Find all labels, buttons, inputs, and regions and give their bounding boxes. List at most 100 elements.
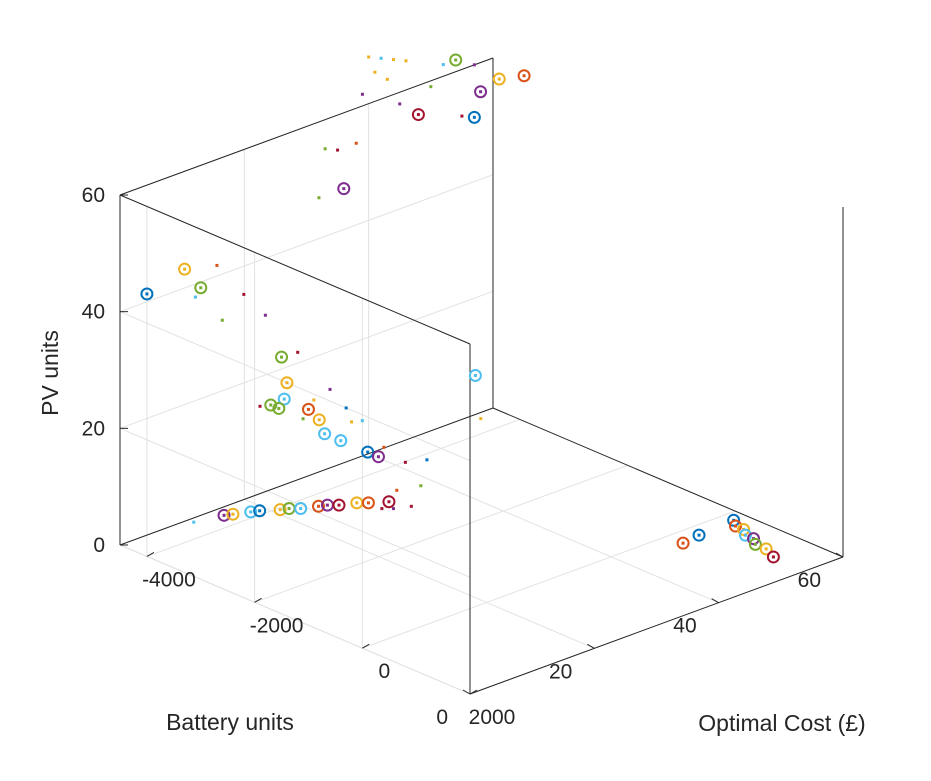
point-backwall-center	[376, 455, 380, 459]
point-backwall-center	[323, 432, 327, 436]
point-floor-center	[366, 501, 370, 505]
point-floor-center	[299, 507, 303, 511]
point-floor-center	[355, 501, 359, 505]
point-backwall-center	[366, 450, 370, 454]
y-axis-label: Battery units	[166, 709, 294, 735]
point-floor-center	[387, 500, 391, 504]
point-floor	[332, 498, 346, 512]
point-backwall-center	[282, 397, 286, 401]
point-backwall-center	[306, 407, 310, 411]
point-backwall	[140, 287, 154, 301]
point-backwall	[403, 460, 407, 464]
point-floor-cluster	[729, 519, 743, 533]
point-backwall	[361, 445, 375, 459]
point-backwall	[301, 417, 305, 421]
point-backwall	[344, 406, 348, 410]
grid-floor-x	[362, 510, 736, 649]
point-floor-center	[222, 513, 226, 517]
point-backwall	[242, 292, 246, 296]
point-sidewall	[360, 92, 364, 96]
point-sidewall	[404, 59, 408, 63]
y-tick-label: 20	[549, 660, 572, 683]
point-backwall	[264, 398, 278, 412]
point-backwall-center	[339, 439, 343, 443]
point-backwall	[371, 450, 385, 464]
point-floor-cluster	[737, 522, 751, 536]
point-floor	[361, 496, 375, 510]
point-sidewall-center	[342, 187, 346, 191]
tick-labels: -4000 -2000 0 2000 0 20 40 60 0 20 40 60	[82, 184, 821, 729]
point-floor-cluster-center	[753, 542, 757, 546]
point-floor-center	[231, 512, 235, 516]
point-floor	[409, 504, 413, 508]
point-floor-cluster-center	[681, 541, 685, 545]
point-sidewall	[429, 85, 433, 89]
point-sidewall	[467, 110, 481, 124]
point-backwall-center	[269, 403, 273, 407]
point-sidewall	[373, 70, 377, 74]
z-axis-label: PV units	[37, 330, 63, 416]
point-backwall	[334, 434, 348, 448]
point-backwall	[263, 313, 267, 317]
x-tick-label: -2000	[250, 614, 304, 637]
x-tick-mark	[146, 552, 155, 557]
point-floor-center	[278, 508, 282, 512]
point-sidewall-center	[497, 77, 501, 81]
point-backwall	[479, 417, 483, 421]
z-tick-label: 0	[93, 534, 105, 557]
x-tick-mark	[469, 689, 478, 695]
point-sidewall	[392, 58, 396, 62]
point-backwall-center	[473, 373, 477, 377]
point-backwall	[350, 420, 354, 424]
point-floor-cluster	[748, 537, 762, 551]
point-floor-center	[316, 504, 320, 508]
grid-floor-y	[368, 453, 719, 604]
point-floor-cluster-center	[743, 533, 747, 537]
point-sidewall	[441, 63, 445, 67]
point-floor-cluster	[747, 532, 761, 546]
y-tick-label: 60	[798, 569, 821, 592]
axis-edge	[469, 556, 844, 695]
point-sidewall	[460, 114, 464, 118]
grid-backwall-z	[119, 544, 471, 695]
z-tick-label: 40	[82, 301, 105, 324]
data-points	[140, 53, 780, 564]
point-backwall	[468, 368, 482, 382]
point-backwall	[258, 404, 262, 408]
point-floor	[226, 507, 240, 521]
point-sidewall	[354, 141, 358, 145]
point-floor	[253, 504, 267, 518]
axes-box	[119, 57, 844, 695]
point-backwall	[425, 458, 429, 462]
point-backwall	[194, 281, 208, 295]
grid-floor-y	[244, 498, 595, 649]
point-floor	[382, 495, 396, 509]
y-tick-label: 0	[436, 706, 448, 729]
point-backwall-center	[145, 292, 149, 296]
point-backwall	[280, 376, 294, 390]
x-tick-label: -4000	[142, 568, 196, 591]
point-floor	[311, 499, 325, 513]
point-sidewall	[337, 182, 351, 196]
point-sidewall	[492, 72, 506, 86]
point-floor-cluster	[692, 528, 706, 542]
point-floor	[391, 507, 395, 511]
point-floor	[244, 505, 258, 519]
point-floor	[192, 520, 196, 524]
point-floor	[419, 484, 423, 488]
point-backwall	[275, 350, 289, 364]
point-sidewall	[411, 108, 425, 122]
point-backwall	[318, 427, 332, 441]
grid-backwall-z	[119, 311, 471, 462]
point-backwall	[312, 398, 316, 402]
grid-floor-x	[254, 464, 628, 603]
point-floor-center	[325, 503, 329, 507]
point-sidewall	[336, 148, 340, 152]
y-tick-mark	[587, 643, 595, 649]
point-backwall	[272, 401, 286, 415]
point-floor-cluster-center	[697, 533, 701, 537]
point-backwall	[328, 387, 332, 391]
point-sidewall	[323, 147, 327, 151]
y-tick-mark	[835, 552, 844, 558]
